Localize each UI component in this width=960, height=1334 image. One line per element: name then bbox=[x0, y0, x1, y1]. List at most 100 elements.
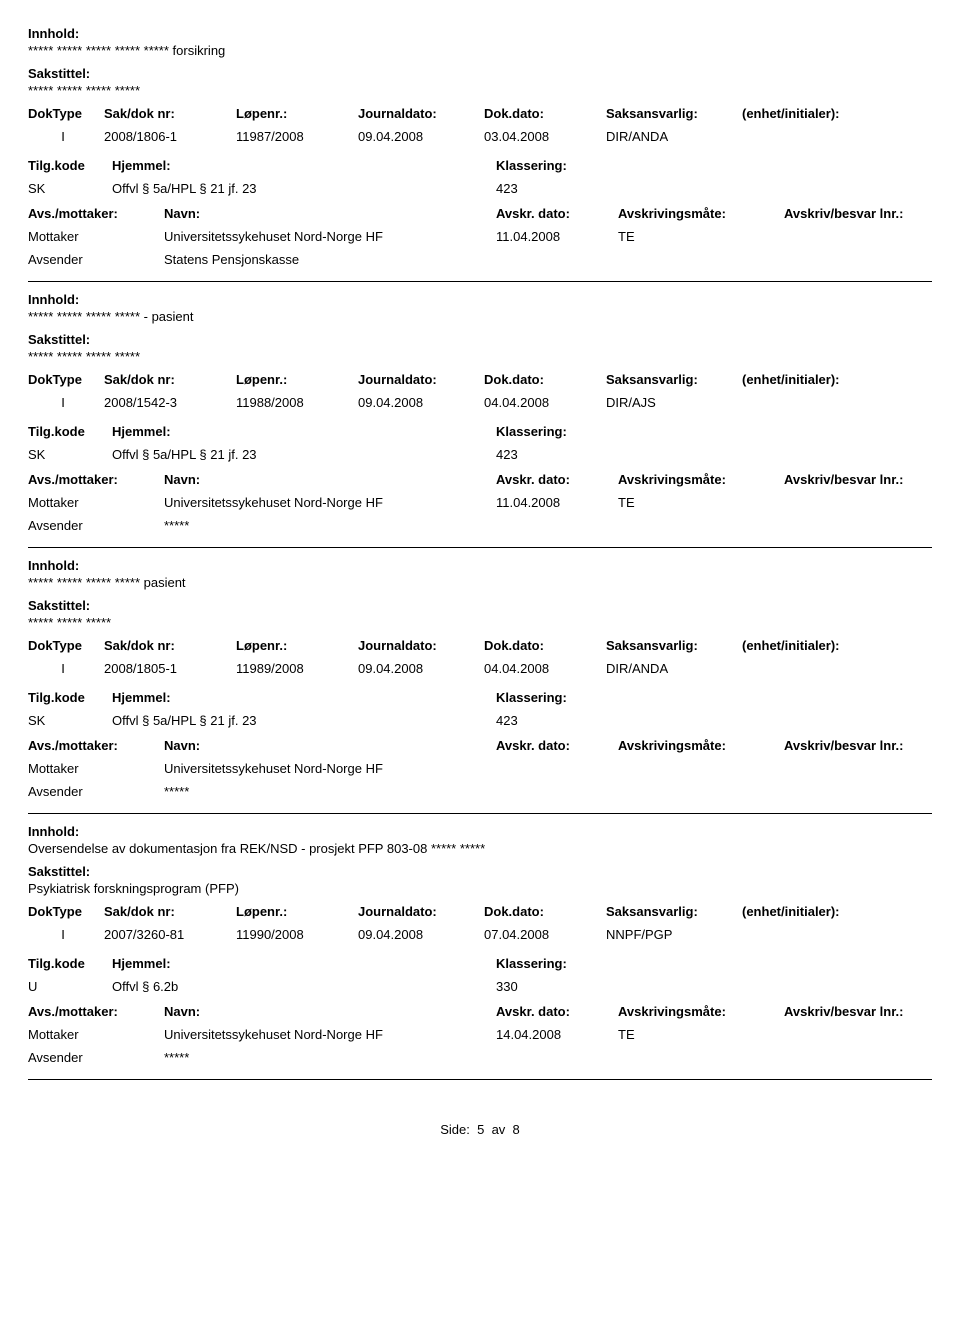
avskrmate-value: TE bbox=[618, 1027, 784, 1042]
doktype-header: DokType bbox=[28, 106, 104, 121]
sakstittel-label: Sakstittel: bbox=[28, 332, 932, 347]
saksansvarlig-header: Saksansvarlig: bbox=[606, 638, 742, 653]
avskrlnr-header: Avskriv/besvar lnr.: bbox=[784, 1004, 932, 1019]
avskrdato-value bbox=[496, 761, 618, 776]
dokdato-header: Dok.dato: bbox=[484, 904, 606, 919]
klassering-value: 330 bbox=[496, 979, 618, 994]
sakdok-value: 2007/3260-81 bbox=[104, 927, 236, 942]
doktype-value: I bbox=[28, 661, 104, 676]
tilgkode-header: Tilg.kode bbox=[28, 158, 112, 173]
avskrdato-value: 11.04.2008 bbox=[496, 495, 618, 510]
sakdok-value: 2008/1805-1 bbox=[104, 661, 236, 676]
navn-header: Navn: bbox=[164, 206, 496, 221]
tilgkode-header: Tilg.kode bbox=[28, 690, 112, 705]
mottaker-navn: Universitetssykehuset Nord-Norge HF bbox=[164, 761, 496, 776]
saksansvarlig-value: NNPF/PGP bbox=[606, 927, 742, 942]
lopenr-value: 11989/2008 bbox=[236, 661, 358, 676]
avsmottaker-header: Avs./mottaker: bbox=[28, 738, 164, 753]
mottaker-label: Mottaker bbox=[28, 495, 164, 510]
avskrmate-value bbox=[618, 761, 784, 776]
klassering-header: Klassering: bbox=[496, 158, 618, 173]
hjemmel-value: Offvl § 5a/HPL § 21 jf. 23 bbox=[112, 181, 496, 196]
innhold-label: Innhold: bbox=[28, 292, 932, 307]
lopenr-value: 11987/2008 bbox=[236, 129, 358, 144]
doktype-header: DokType bbox=[28, 372, 104, 387]
journaldato-value: 09.04.2008 bbox=[358, 661, 484, 676]
sakstittel-value: ***** ***** ***** bbox=[28, 615, 932, 630]
hjemmel-header: Hjemmel: bbox=[112, 956, 496, 971]
hjemmel-header: Hjemmel: bbox=[112, 158, 496, 173]
journal-entry: Innhold: ***** ***** ***** ***** pasient… bbox=[28, 558, 932, 814]
enhet-header: (enhet/initialer): bbox=[742, 372, 932, 387]
klassering-value: 423 bbox=[496, 713, 618, 728]
doktype-header: DokType bbox=[28, 638, 104, 653]
journaldato-value: 09.04.2008 bbox=[358, 395, 484, 410]
mottaker-navn: Universitetssykehuset Nord-Norge HF bbox=[164, 1027, 496, 1042]
enhet-header: (enhet/initialer): bbox=[742, 106, 932, 121]
saksansvarlig-value: DIR/ANDA bbox=[606, 129, 742, 144]
sakdok-header: Sak/dok nr: bbox=[104, 904, 236, 919]
journaldato-value: 09.04.2008 bbox=[358, 927, 484, 942]
sakstittel-label: Sakstittel: bbox=[28, 598, 932, 613]
pager-prefix: Side: bbox=[440, 1122, 470, 1137]
sakdok-header: Sak/dok nr: bbox=[104, 106, 236, 121]
saksansvarlig-header: Saksansvarlig: bbox=[606, 106, 742, 121]
mottaker-label: Mottaker bbox=[28, 229, 164, 244]
hjemmel-header: Hjemmel: bbox=[112, 690, 496, 705]
innhold-label: Innhold: bbox=[28, 558, 932, 573]
avskrlnr-header: Avskriv/besvar lnr.: bbox=[784, 206, 932, 221]
innhold-value: ***** ***** ***** ***** - pasient bbox=[28, 309, 932, 324]
innhold-value: Oversendelse av dokumentasjon fra REK/NS… bbox=[28, 841, 932, 856]
innhold-label: Innhold: bbox=[28, 26, 932, 41]
avsmottaker-header: Avs./mottaker: bbox=[28, 206, 164, 221]
avskrmate-header: Avskrivingsmåte: bbox=[618, 1004, 784, 1019]
tilgkode-value: U bbox=[28, 979, 112, 994]
avskrlnr-header: Avskriv/besvar lnr.: bbox=[784, 738, 932, 753]
lopenr-header: Løpenr.: bbox=[236, 904, 358, 919]
saksansvarlig-value: DIR/ANDA bbox=[606, 661, 742, 676]
journal-entry: Innhold: Oversendelse av dokumentasjon f… bbox=[28, 824, 932, 1080]
avsender-label: Avsender bbox=[28, 1050, 164, 1065]
avskrmate-header: Avskrivingsmåte: bbox=[618, 206, 784, 221]
klassering-value: 423 bbox=[496, 447, 618, 462]
doktype-value: I bbox=[28, 129, 104, 144]
avskrmate-value: TE bbox=[618, 495, 784, 510]
mottaker-navn: Universitetssykehuset Nord-Norge HF bbox=[164, 495, 496, 510]
tilgkode-header: Tilg.kode bbox=[28, 424, 112, 439]
avskrdato-header: Avskr. dato: bbox=[496, 472, 618, 487]
innhold-value: ***** ***** ***** ***** ***** forsikring bbox=[28, 43, 932, 58]
avsender-navn: ***** bbox=[164, 518, 932, 533]
saksansvarlig-header: Saksansvarlig: bbox=[606, 904, 742, 919]
dokdato-value: 04.04.2008 bbox=[484, 395, 606, 410]
sakstittel-value: ***** ***** ***** ***** bbox=[28, 349, 932, 364]
avsender-label: Avsender bbox=[28, 518, 164, 533]
mottaker-label: Mottaker bbox=[28, 1027, 164, 1042]
tilgkode-value: SK bbox=[28, 713, 112, 728]
dokdato-value: 07.04.2008 bbox=[484, 927, 606, 942]
sakdok-header: Sak/dok nr: bbox=[104, 372, 236, 387]
saksansvarlig-header: Saksansvarlig: bbox=[606, 372, 742, 387]
avskrmate-header: Avskrivingsmåte: bbox=[618, 472, 784, 487]
innhold-value: ***** ***** ***** ***** pasient bbox=[28, 575, 932, 590]
hjemmel-value: Offvl § 5a/HPL § 21 jf. 23 bbox=[112, 713, 496, 728]
avskrmate-value: TE bbox=[618, 229, 784, 244]
pager-current: 5 bbox=[477, 1122, 484, 1137]
pager-sep: av bbox=[492, 1122, 506, 1137]
avsmottaker-header: Avs./mottaker: bbox=[28, 472, 164, 487]
avskrdato-value: 11.04.2008 bbox=[496, 229, 618, 244]
hjemmel-value: Offvl § 5a/HPL § 21 jf. 23 bbox=[112, 447, 496, 462]
dokdato-value: 04.04.2008 bbox=[484, 661, 606, 676]
innhold-label: Innhold: bbox=[28, 824, 932, 839]
journaldato-header: Journaldato: bbox=[358, 638, 484, 653]
avsender-label: Avsender bbox=[28, 784, 164, 799]
doktype-value: I bbox=[28, 395, 104, 410]
avskrlnr-header: Avskriv/besvar lnr.: bbox=[784, 472, 932, 487]
pager: Side: 5 av 8 bbox=[28, 1122, 932, 1137]
tilgkode-value: SK bbox=[28, 447, 112, 462]
sakstittel-value: ***** ***** ***** ***** bbox=[28, 83, 932, 98]
journaldato-header: Journaldato: bbox=[358, 904, 484, 919]
klassering-header: Klassering: bbox=[496, 956, 618, 971]
avsender-navn: ***** bbox=[164, 1050, 932, 1065]
lopenr-header: Løpenr.: bbox=[236, 638, 358, 653]
sakstittel-label: Sakstittel: bbox=[28, 66, 932, 81]
